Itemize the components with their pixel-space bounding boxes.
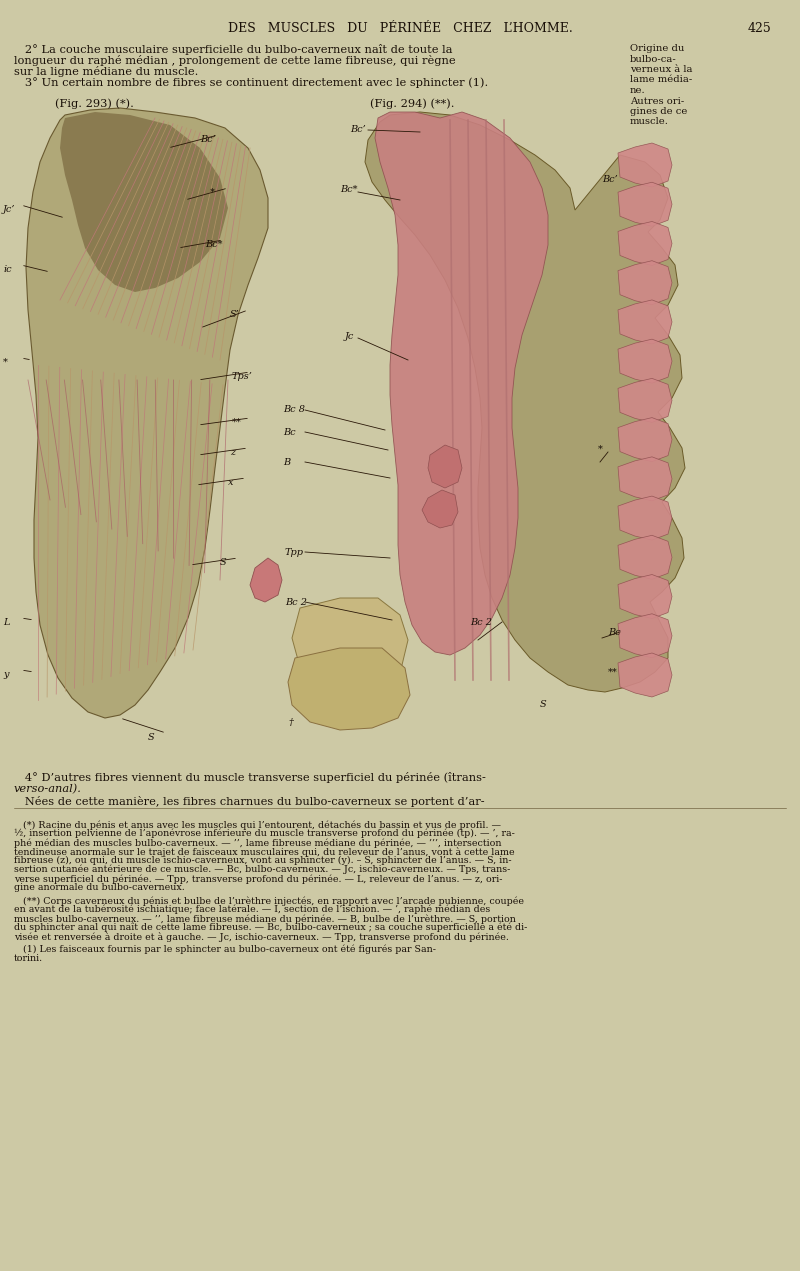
Text: fibreuse (z), ou qui, du muscle ischio-caverneux, vont au sphincter (y). – S, sp: fibreuse (z), ou qui, du muscle ischio-c…	[14, 855, 512, 866]
Text: (**) Corps caverneux du pénis et bulbe de l’urèthre injectés, en rapport avec l’: (**) Corps caverneux du pénis et bulbe d…	[14, 896, 524, 905]
Text: Jc: Jc	[345, 332, 354, 341]
Text: verso-anal).: verso-anal).	[14, 784, 82, 794]
Polygon shape	[26, 108, 268, 718]
Text: verse superficiel du périnée. — Tpp, transverse profond du périnée. — L, releveu: verse superficiel du périnée. — Tpp, tra…	[14, 874, 502, 883]
Polygon shape	[288, 648, 410, 730]
Text: †: †	[288, 718, 293, 727]
Text: S’: S’	[230, 310, 240, 319]
Text: longueur du raphé médian , prolongement de cette lame fibreuse, qui règne: longueur du raphé médian , prolongement …	[14, 55, 456, 66]
Text: Autres ori-: Autres ori-	[630, 97, 684, 105]
Polygon shape	[618, 182, 672, 226]
Text: bulbo-ca-: bulbo-ca-	[630, 55, 677, 64]
Text: 2° La couche musculaire superficielle du bulbo-caverneux naît de toute la: 2° La couche musculaire superficielle du…	[14, 44, 453, 55]
Text: Tpp: Tpp	[285, 548, 304, 557]
Text: **: **	[232, 418, 242, 427]
Polygon shape	[250, 558, 282, 602]
Text: Bc 8: Bc 8	[283, 405, 305, 414]
Text: Bc: Bc	[608, 628, 621, 637]
Text: S: S	[220, 558, 226, 567]
Text: Bc: Bc	[283, 428, 296, 437]
Text: **: **	[608, 669, 618, 677]
Text: phé médian des muscles bulbo-caverneux. — ’’, lame fibreuse médiane du périnée, : phé médian des muscles bulbo-caverneux. …	[14, 838, 502, 848]
Text: gines de ce: gines de ce	[630, 107, 687, 116]
Polygon shape	[618, 221, 672, 266]
Text: ½, insertion pelvienne de l’aponévrose inférieure du muscle transverse profond d: ½, insertion pelvienne de l’aponévrose i…	[14, 829, 515, 839]
Text: verneux à la: verneux à la	[630, 65, 693, 74]
Polygon shape	[618, 261, 672, 305]
Text: *: *	[3, 358, 8, 367]
Text: y: y	[3, 670, 9, 679]
Text: Jc’: Jc’	[3, 205, 15, 214]
Polygon shape	[618, 535, 672, 580]
Polygon shape	[365, 112, 685, 691]
Polygon shape	[618, 418, 672, 461]
Text: muscles bulbo-caverneux. — ’’, lame fibreuse médiane du périnée. — B, bulbe de l: muscles bulbo-caverneux. — ’’, lame fibr…	[14, 914, 516, 924]
Text: tendineuse anormale sur le trajet de faisceaux musculaires qui, du releveur de l: tendineuse anormale sur le trajet de fai…	[14, 846, 514, 857]
Text: S: S	[148, 733, 154, 742]
Text: (*) Racine du pénis et anus avec les muscles qui l’entourent, détachés du bassin: (*) Racine du pénis et anus avec les mus…	[14, 820, 501, 830]
Text: sertion cutanée antérieure de ce muscle. — Bc, bulbo-caverneux. — Jc, ischio-cav: sertion cutanée antérieure de ce muscle.…	[14, 866, 510, 874]
Text: z: z	[230, 447, 235, 458]
Text: du sphincter anal qui naît de cette lame fibreuse. — Bc, bulbo-caverneux ; sa co: du sphincter anal qui naît de cette lame…	[14, 923, 527, 933]
Polygon shape	[618, 300, 672, 344]
Text: *: *	[598, 445, 603, 454]
Polygon shape	[618, 144, 672, 187]
Text: (Fig. 294) (**).: (Fig. 294) (**).	[370, 98, 454, 108]
Text: Origine du: Origine du	[630, 44, 684, 53]
Text: Bc*: Bc*	[205, 240, 222, 249]
Text: 4° D’autres fibres viennent du muscle transverse superficiel du périnée (îtrans-: 4° D’autres fibres viennent du muscle tr…	[14, 771, 486, 783]
Text: *: *	[210, 188, 215, 197]
Text: Bc*: Bc*	[340, 186, 358, 194]
Text: 3° Un certain nombre de fibres se continuent directement avec le sphincter (1).: 3° Un certain nombre de fibres se contin…	[14, 78, 488, 88]
Polygon shape	[618, 379, 672, 422]
Polygon shape	[618, 653, 672, 697]
Text: (1) Les faisceaux fournis par le sphincter au bulbo-caverneux ont été figurés pa: (1) Les faisceaux fournis par le sphinct…	[14, 946, 436, 955]
Polygon shape	[618, 496, 672, 540]
Text: Bc’: Bc’	[602, 175, 618, 184]
Text: ne.: ne.	[630, 86, 646, 95]
Text: en avant de la tubérosité ischiatique; face latérale. — I, section de l’ischion.: en avant de la tubérosité ischiatique; f…	[14, 905, 490, 915]
Polygon shape	[618, 614, 672, 658]
Text: visée et renversée à droite et à gauche. — Jc, ischio-caverneux. — Tpp, transver: visée et renversée à droite et à gauche.…	[14, 932, 509, 942]
Polygon shape	[428, 445, 462, 488]
Text: Bc’: Bc’	[200, 135, 216, 144]
Text: muscle.: muscle.	[630, 117, 669, 127]
Text: ic: ic	[3, 264, 12, 275]
Text: B: B	[283, 458, 290, 466]
Polygon shape	[60, 112, 228, 292]
Text: S: S	[540, 700, 546, 709]
Text: Bc 2: Bc 2	[470, 618, 492, 627]
Text: L: L	[3, 618, 10, 627]
Text: Tps’: Tps’	[232, 372, 253, 381]
Polygon shape	[618, 339, 672, 383]
Polygon shape	[375, 112, 548, 655]
Text: gine anormale du bulbo-caverneux.: gine anormale du bulbo-caverneux.	[14, 883, 185, 892]
Text: torini.: torini.	[14, 955, 43, 963]
Text: x: x	[228, 478, 234, 487]
Text: 425: 425	[748, 22, 772, 36]
Text: (Fig. 293) (*).: (Fig. 293) (*).	[55, 98, 134, 108]
Polygon shape	[618, 456, 672, 501]
Polygon shape	[618, 574, 672, 619]
Text: Nées de cette manière, les fibres charnues du bulbo-caverneux se portent d’ar-: Nées de cette manière, les fibres charnu…	[14, 796, 485, 807]
Text: DES   MUSCLES   DU   PÉRINÉE   CHEZ   L’HOMME.: DES MUSCLES DU PÉRINÉE CHEZ L’HOMME.	[228, 22, 572, 36]
Text: lame média-: lame média-	[630, 75, 692, 84]
Text: Bc 2: Bc 2	[285, 597, 307, 608]
Polygon shape	[292, 597, 408, 685]
Text: sur la ligne médiane du muscle.: sur la ligne médiane du muscle.	[14, 66, 198, 78]
Text: Bc’: Bc’	[350, 125, 366, 133]
Polygon shape	[422, 491, 458, 527]
